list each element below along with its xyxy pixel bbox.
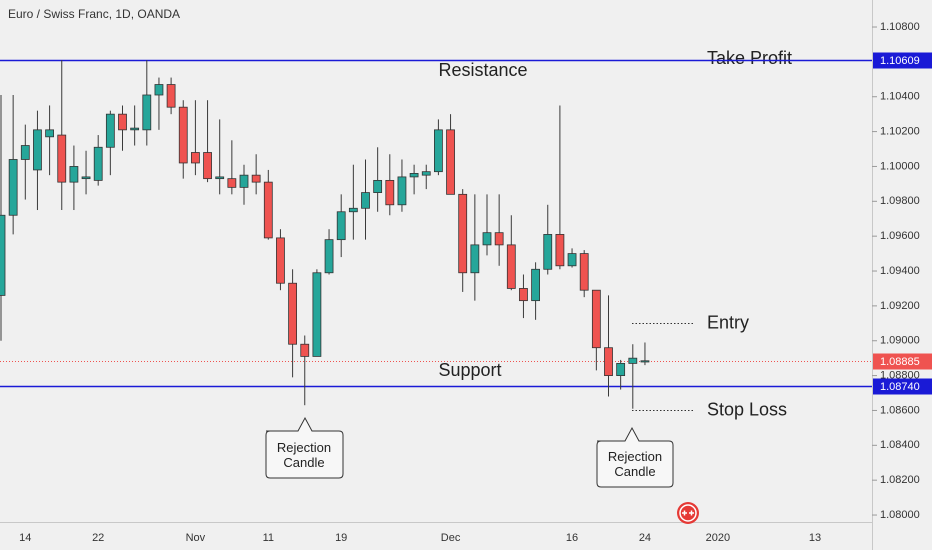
callout-text: Rejection Candle <box>607 449 663 479</box>
candle-body <box>421 171 431 176</box>
candle-body <box>178 106 188 164</box>
candle-body <box>373 179 383 193</box>
x-tick-label: 24 <box>639 532 651 544</box>
x-tick-label: 16 <box>566 532 578 544</box>
y-tick-label: 1.09600 <box>880 230 920 242</box>
x-tick-label: 14 <box>19 532 31 544</box>
candles <box>0 60 650 409</box>
candle-body <box>20 145 30 160</box>
candle-body <box>69 166 79 183</box>
candle-body <box>130 127 140 131</box>
candle-body <box>616 362 626 376</box>
x-tick-label: 22 <box>92 532 104 544</box>
callout-box <box>265 416 344 479</box>
candle-body <box>215 176 225 180</box>
marker-label: Stop Loss <box>707 399 787 419</box>
y-tick-label: 1.09800 <box>880 195 920 207</box>
candle-body <box>33 129 42 171</box>
candle-body <box>203 152 212 180</box>
level-label: 1.08885 <box>880 356 920 368</box>
candle-body <box>567 253 577 267</box>
candle-body <box>433 129 443 173</box>
candle-body <box>324 239 334 274</box>
y-tick-label: 1.09400 <box>880 265 920 277</box>
y-tick-label: 1.08400 <box>880 439 920 451</box>
marker-label: Entry <box>707 312 749 332</box>
annotation: Support <box>438 360 501 380</box>
candle-body <box>263 181 273 239</box>
x-tick-label: 11 <box>263 532 274 544</box>
annotation: Resistance <box>438 60 527 80</box>
logo <box>677 502 699 524</box>
candle-body <box>227 178 237 188</box>
x-tick-label: 19 <box>335 532 347 544</box>
candle-body <box>288 282 298 345</box>
candle-body <box>0 214 6 296</box>
candle-body <box>397 176 407 206</box>
candle-body <box>458 193 468 274</box>
y-tick-label: 1.08600 <box>880 404 920 416</box>
candle-body <box>81 176 91 180</box>
y-tick-label: 1.08000 <box>880 509 920 521</box>
y-tick-label: 1.09200 <box>880 300 920 312</box>
candle-body <box>336 211 346 241</box>
candle-body <box>251 174 261 183</box>
candle-body <box>57 134 67 183</box>
x-tick-label: 13 <box>809 532 821 544</box>
candle-body <box>8 159 18 216</box>
candle-body <box>555 234 565 267</box>
candle-body <box>519 288 528 302</box>
candle-body <box>300 343 310 357</box>
x-tick-label: Nov <box>186 532 206 544</box>
candle-body <box>105 113 115 148</box>
level-label-box <box>873 353 932 370</box>
callout-box <box>596 426 674 488</box>
level-label-box <box>873 378 932 395</box>
candle-body <box>154 84 164 96</box>
y-tick-label: 1.10800 <box>880 21 920 33</box>
candle-body <box>142 94 152 131</box>
candle-body <box>348 207 358 213</box>
candle-body <box>446 129 455 195</box>
callout-text: Rejection Candle <box>276 440 332 470</box>
annotation: Take Profit <box>707 48 792 68</box>
candle-body <box>482 232 492 246</box>
candle-body <box>640 360 650 363</box>
level-label-box <box>873 52 932 69</box>
y-tick-label: 1.10200 <box>880 125 920 137</box>
candle-body <box>506 244 516 289</box>
candle-body <box>470 244 480 274</box>
candle-body <box>239 174 249 188</box>
level-label: 1.08740 <box>880 381 920 393</box>
candle-body <box>604 347 613 376</box>
y-tick-label: 1.09000 <box>880 335 920 347</box>
candle-body <box>166 84 176 108</box>
candle-body <box>118 113 127 131</box>
candle-body <box>45 129 54 138</box>
chart-title: Euro / Swiss Franc, 1D, OANDA <box>8 7 180 21</box>
candle-body <box>579 253 589 291</box>
candle-body <box>591 289 601 349</box>
candle-body <box>190 152 200 164</box>
candle-body <box>312 272 322 357</box>
y-tick-label: 1.10000 <box>880 160 920 172</box>
candle-body <box>409 173 419 178</box>
candle-body <box>385 179 395 206</box>
candle-body <box>531 268 540 302</box>
x-tick-label: Dec <box>441 532 461 544</box>
candle-body <box>276 237 285 284</box>
candle-body <box>93 146 103 181</box>
y-tick-label: 1.10400 <box>880 91 920 103</box>
x-tick-label: 2020 <box>706 532 730 544</box>
candle-body <box>628 357 638 364</box>
level-label: 1.10609 <box>880 55 920 67</box>
candle-body <box>494 232 504 246</box>
candle-body <box>361 192 370 209</box>
candle-body <box>543 234 553 270</box>
y-tick-label: 1.08200 <box>880 474 920 486</box>
